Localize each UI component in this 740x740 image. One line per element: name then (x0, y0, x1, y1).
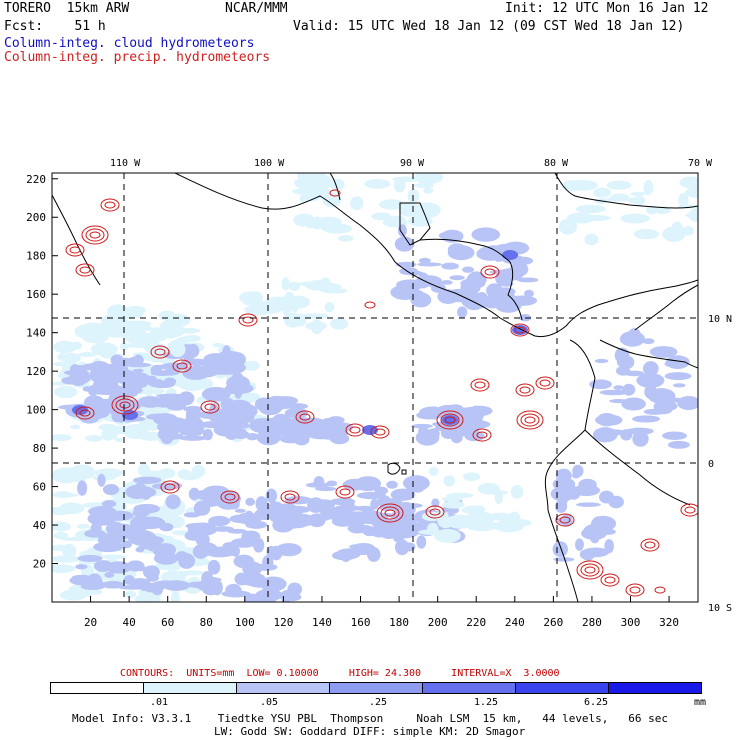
colorbar-swatch-2 (237, 683, 330, 693)
x-tick-label: 240 (505, 616, 525, 629)
lat-label-10s: 10 S (708, 603, 732, 614)
colorbar-swatch-6 (609, 683, 701, 693)
colorbar-swatch-1 (144, 683, 237, 693)
lon-label-90w: 90 W (400, 158, 425, 169)
contour-high: HIGH= 24.300 (348, 668, 422, 679)
x-tick-label: 320 (659, 616, 679, 629)
color-bar (50, 682, 702, 694)
init-time: Init: 12 UTC Mon 16 Jan 12 (505, 1, 709, 16)
colorbar-swatch-5 (516, 683, 609, 693)
x-tick-label: 200 (428, 616, 448, 629)
field-cloud-label: Column-integ. cloud hydrometeors (4, 36, 255, 51)
colorbar-label-0: .01 (150, 697, 169, 708)
field-precip-label: Column-integ. precip. hydrometeors (4, 50, 271, 65)
x-tick-label: 40 (123, 616, 136, 629)
colorbar-swatch-0 (51, 683, 144, 693)
lon-label-80w: 80 W (544, 158, 569, 169)
contour-info: CONTOURS: UNITS=mm LOW= 0.10000 HIGH= 24… (120, 668, 560, 679)
contour-units: UNITS=mm (186, 668, 235, 679)
colorbar-swatch-4 (423, 683, 516, 693)
x-tick-label: 80 (200, 616, 213, 629)
contour-prefix: CONTOURS: (120, 668, 175, 679)
model-info-line2: LW: Godd SW: Goddard DIFF: simple KM: 2D… (214, 725, 526, 738)
map-frame (51, 172, 699, 603)
x-tick-label: 280 (582, 616, 602, 629)
y-tick-label: 160 (26, 288, 46, 301)
y-tick-label: 40 (33, 519, 46, 532)
x-tick-label: 20 (84, 616, 97, 629)
x-tick-label: 300 (621, 616, 641, 629)
x-tick-label: 60 (161, 616, 174, 629)
colorbar-label-2: .25 (369, 697, 388, 708)
x-tick-label: 220 (466, 616, 486, 629)
axis-tick-labels: 20 40 60 80 100 120 140 160 180 200 220 240 260 280 30… (26, 173, 679, 629)
colorbar-label-1: .05 (260, 697, 279, 708)
valid-time: Valid: 15 UTC Wed 18 Jan 12 (09 CST Wed … (293, 19, 685, 34)
y-tick-label: 140 (26, 327, 46, 340)
y-tick-label: 20 (33, 558, 46, 571)
y-tick-label: 60 (33, 481, 46, 494)
lat-lon-grid (52, 173, 698, 602)
y-tick-label: 80 (33, 442, 46, 455)
contour-low: LOW= 0.10000 (246, 668, 319, 679)
cloud-shading (52, 173, 698, 602)
colorbar-label-4: 6.25 (584, 697, 609, 708)
precip-contours (65, 189, 698, 597)
x-tick-label: 100 (235, 616, 255, 629)
x-tick-label: 120 (273, 616, 293, 629)
coastlines (52, 173, 698, 602)
y-tick-label: 100 (26, 404, 46, 417)
center-label: NCAR/MMM (225, 1, 288, 16)
lon-label-70w: 70 W (688, 158, 713, 169)
colorbar-swatch-3 (330, 683, 423, 693)
y-tick-label: 180 (26, 250, 46, 263)
lat-label-10n: 10 N (708, 314, 732, 325)
lon-label-110w: 110 W (110, 158, 141, 169)
colorbar-label-3: 1.25 (474, 697, 499, 708)
x-tick-label: 180 (389, 616, 409, 629)
model-info-line1: Model Info: V3.3.1 Tiedtke YSU PBL Thomp… (72, 712, 669, 725)
colorbar-unit: mm (694, 697, 707, 708)
y-tick-label: 220 (26, 173, 46, 186)
y-tick-label: 200 (26, 211, 46, 224)
lon-label-100w: 100 W (254, 158, 285, 169)
x-tick-label: 140 (312, 616, 332, 629)
lat-label-0: 0 (708, 459, 714, 470)
axis-ticks (52, 178, 670, 602)
y-tick-label: 120 (26, 365, 46, 378)
model-title: TORERO 15km ARW (4, 1, 130, 16)
x-tick-label: 260 (543, 616, 563, 629)
forecast-hour: Fcst: 51 h (4, 19, 106, 34)
x-tick-label: 160 (351, 616, 371, 629)
contour-interval: INTERVAL=X 3.0000 (451, 668, 560, 679)
